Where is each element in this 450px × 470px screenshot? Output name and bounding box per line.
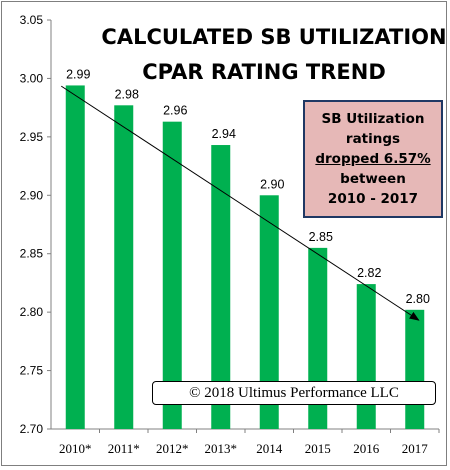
bar <box>356 284 376 429</box>
trend-line <box>60 85 420 321</box>
copyright-notice: © 2018 Ultimus Performance LLC <box>152 381 436 405</box>
x-category-label: 2011* <box>108 441 140 456</box>
x-category-label: 2017 <box>402 441 429 456</box>
bar <box>114 105 134 429</box>
chart-title: CALCULATED SB UTILIZATION CPAR RATING TRE… <box>101 25 446 84</box>
y-tick-label: 2.70 <box>20 422 44 436</box>
y-tick-label: 2.75 <box>20 364 44 378</box>
data-labels: 2.99 2.98 2.96 2.94 2.90 2.85 2.82 2.80 <box>66 67 430 305</box>
y-tick-labels: 2.70 2.75 2.80 2.85 2.90 2.95 3.00 3.05 <box>20 13 44 436</box>
callout-line-2: ratings <box>345 131 401 147</box>
bar <box>259 195 279 429</box>
data-label: 2.98 <box>115 87 139 101</box>
chart-title-line-2: CPAR RATING TREND <box>142 60 386 84</box>
data-label: 2.94 <box>212 127 236 141</box>
trend-arrow <box>60 85 420 321</box>
bar <box>211 145 231 429</box>
callout-box: SB Utilization ratings dropped 6.57% bet… <box>303 100 443 218</box>
x-category-label: 2012* <box>156 441 189 456</box>
x-category-label: 2010* <box>59 441 92 456</box>
x-category-labels: 2010* 2011* 2012* 2013* 2014 2015 2016 2017 <box>59 441 428 456</box>
y-tick-label: 3.00 <box>20 71 44 85</box>
callout-line-1: SB Utilization <box>321 111 425 127</box>
data-label: 2.82 <box>357 266 381 280</box>
bar <box>65 85 85 429</box>
data-label: 2.99 <box>66 67 90 81</box>
bars <box>65 85 425 429</box>
callout-line-5: 2010 - 2017 <box>327 191 419 207</box>
y-tick-label: 2.85 <box>20 247 44 261</box>
x-category-label: 2014 <box>256 441 283 456</box>
y-tick-label: 2.95 <box>20 130 44 144</box>
y-tick-label: 2.80 <box>20 305 44 319</box>
data-label: 2.85 <box>309 230 333 244</box>
y-tick-label: 3.05 <box>20 13 44 27</box>
chart-title-line-1: CALCULATED SB UTILIZATION <box>101 25 446 49</box>
x-category-label: 2013* <box>205 441 238 456</box>
x-category-label: 2016 <box>353 441 380 456</box>
data-label: 2.96 <box>163 104 187 118</box>
bar <box>405 309 425 429</box>
callout-line-4: between <box>340 171 406 187</box>
callout-line-3: dropped 6.57% <box>315 151 431 167</box>
bar <box>162 121 182 429</box>
data-label: 2.90 <box>260 177 284 191</box>
y-tick-label: 2.90 <box>20 188 44 202</box>
x-category-label: 2015 <box>305 441 331 456</box>
data-label: 2.80 <box>406 292 430 306</box>
